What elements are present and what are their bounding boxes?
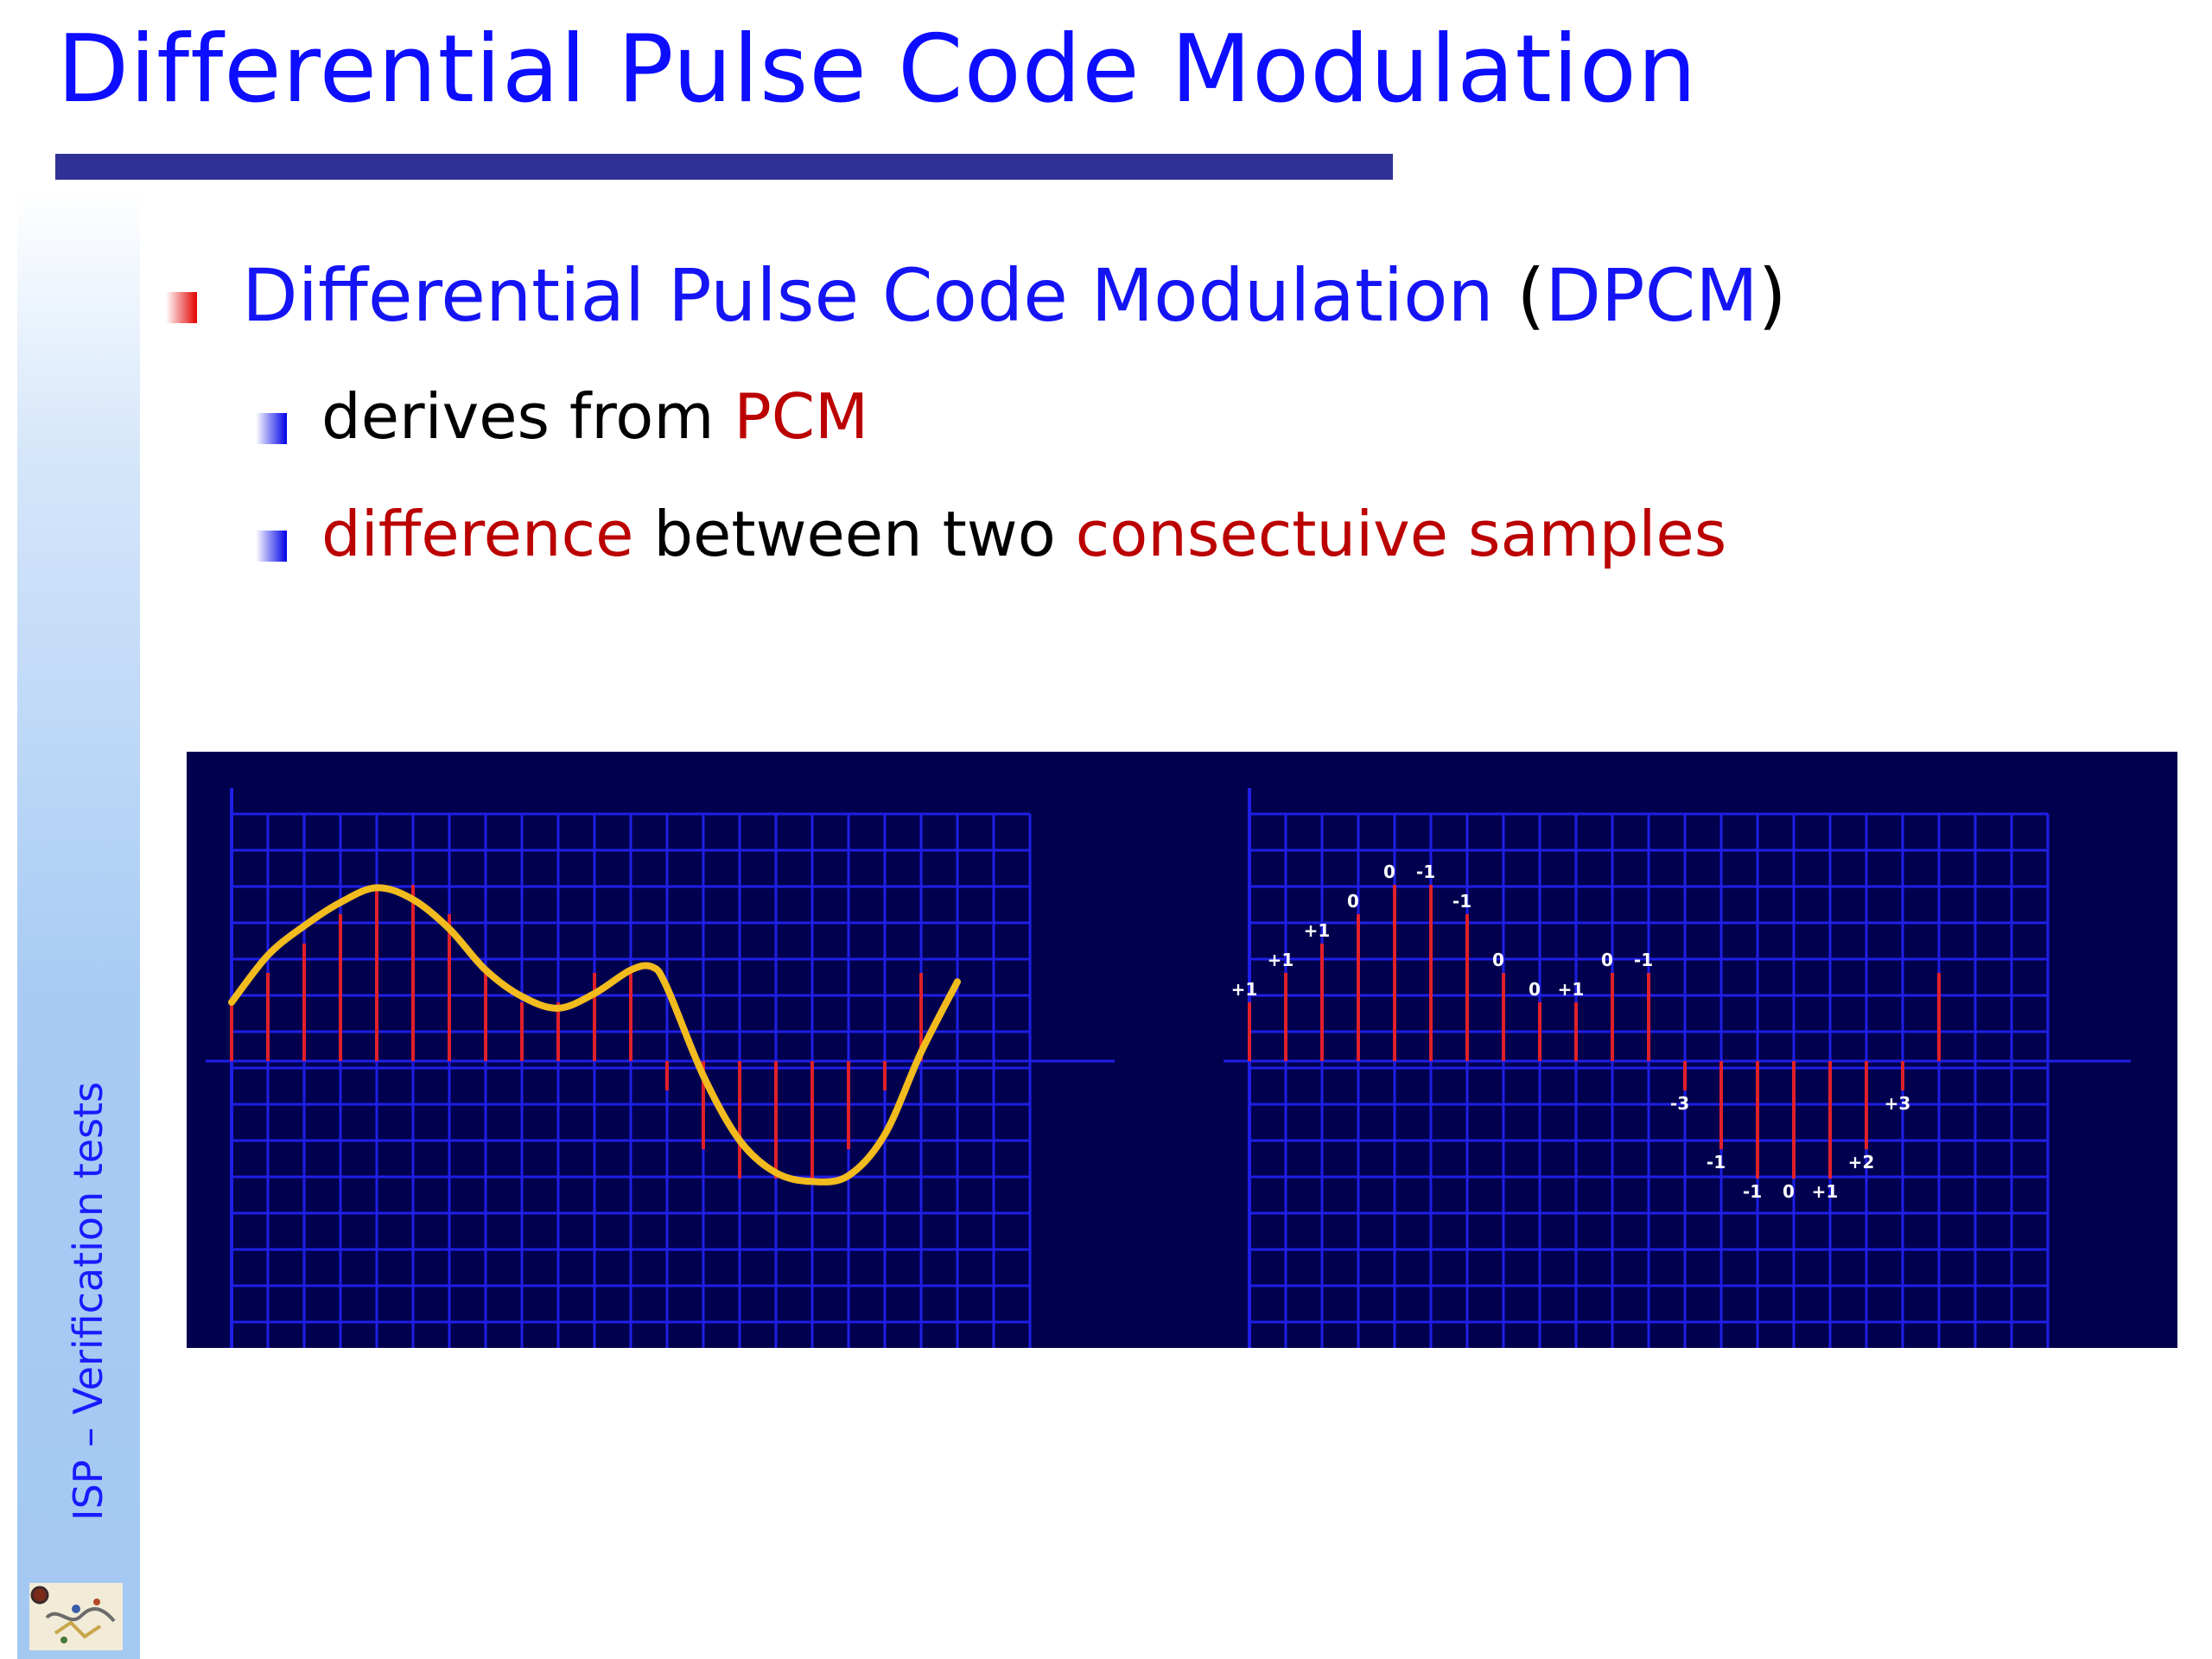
dpcm-figure: +1 +1 +1 0 0 -1 -1 0 0 +1 0 -1 -3 -1 -1 0 +1 +2 +3 bbox=[187, 752, 2177, 1348]
bullet-derives: derives from PCM bbox=[321, 380, 868, 453]
difference-label: +1 bbox=[1231, 979, 1258, 1000]
bullet-marker-level1 bbox=[166, 292, 197, 323]
sidebar-band bbox=[17, 190, 140, 1659]
bullet-dpcm-abbrev: DPCM bbox=[1545, 253, 1758, 338]
bullet-difference-text: between two bbox=[633, 498, 1076, 570]
difference-label: +1 bbox=[1558, 979, 1585, 1000]
difference-label: +2 bbox=[1848, 1152, 1875, 1173]
bullet-difference-highlight1: difference bbox=[321, 498, 634, 570]
difference-label: -1 bbox=[1452, 891, 1471, 912]
analog-signal-curve bbox=[228, 884, 961, 1185]
difference-label: -1 bbox=[1707, 1152, 1726, 1173]
difference-label: 0 bbox=[1601, 950, 1613, 970]
page-title: Differential Pulse Code Modulation bbox=[57, 16, 1698, 124]
difference-label: -1 bbox=[1743, 1181, 1762, 1202]
sidebar-label: ISP – Verification tests bbox=[65, 1081, 111, 1521]
dpcm-figure-svg: +1 +1 +1 0 0 -1 -1 0 0 +1 0 -1 -3 -1 -1 0 +1 +2 +3 bbox=[206, 788, 2131, 1348]
bullet-dpcm: Differential Pulse Code Modulation (DPCM… bbox=[242, 253, 1787, 338]
difference-label: -1 bbox=[1634, 950, 1653, 970]
bullet-marker-level2 bbox=[256, 531, 287, 562]
difference-label: 0 bbox=[1492, 950, 1504, 970]
bullet-dpcm-main: Differential Pulse Code Modulation bbox=[242, 253, 1494, 338]
difference-label: +1 bbox=[1812, 1181, 1839, 1202]
difference-label: 0 bbox=[1383, 861, 1395, 882]
logo-image bbox=[29, 1583, 123, 1650]
difference-label: +3 bbox=[1885, 1093, 1911, 1114]
bullet-dpcm-paren-close: ) bbox=[1758, 253, 1787, 338]
difference-label: -1 bbox=[1416, 861, 1435, 882]
difference-label: 0 bbox=[1783, 1181, 1795, 1202]
difference-label: 0 bbox=[1347, 891, 1359, 912]
bullet-dpcm-paren-open: ( bbox=[1493, 253, 1546, 338]
difference-label: 0 bbox=[1529, 979, 1541, 1000]
bullet-difference: difference between two consectuive sampl… bbox=[321, 498, 1726, 570]
difference-label: -3 bbox=[1670, 1093, 1689, 1114]
bullet-derives-highlight: PCM bbox=[734, 380, 869, 453]
bullet-derives-text: derives from bbox=[321, 380, 734, 453]
bullet-marker-level2 bbox=[256, 413, 287, 444]
title-underline bbox=[55, 154, 1393, 180]
logo-drawing bbox=[30, 1586, 116, 1643]
difference-label: +1 bbox=[1304, 920, 1331, 941]
difference-label: +1 bbox=[1268, 950, 1294, 970]
bullet-difference-highlight2: consectuive samples bbox=[1075, 498, 1727, 570]
